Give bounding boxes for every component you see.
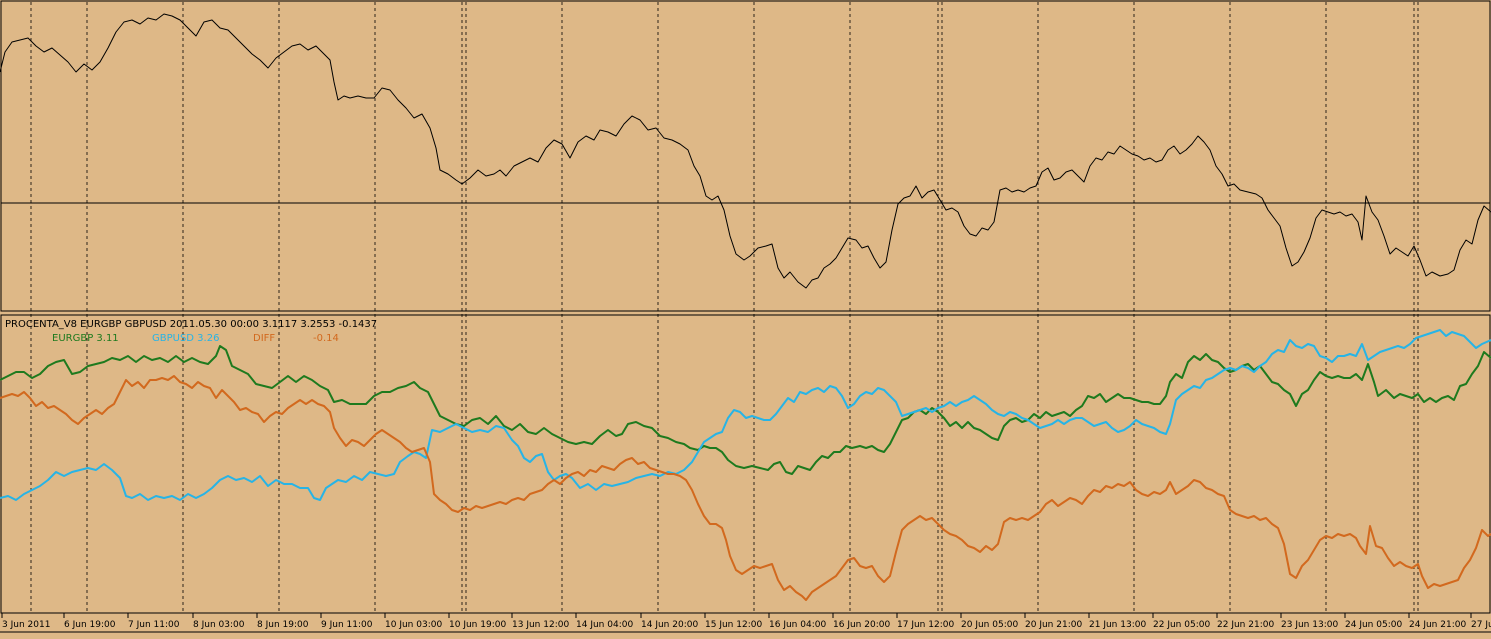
indicator-chart xyxy=(0,329,1491,601)
time-label-7: 10 Jun 19:00 xyxy=(449,620,506,630)
time-label-6: 10 Jun 03:00 xyxy=(385,620,442,630)
time-label-15: 20 Jun 05:00 xyxy=(961,620,1018,630)
time-label-4: 8 Jun 19:00 xyxy=(257,620,309,630)
time-label-2: 7 Jun 11:00 xyxy=(128,620,180,630)
indicator-header: PROCENTA_V8 EURGBP GBPUSD 2011.05.30 00:… xyxy=(5,319,377,330)
time-label-21: 24 Jun 05:00 xyxy=(1345,620,1402,630)
time-label-13: 16 Jun 20:00 xyxy=(833,620,890,630)
top-pane-frame xyxy=(0,0,1491,312)
time-label-16: 20 Jun 21:00 xyxy=(1025,620,1082,630)
time-label-17: 21 Jun 13:00 xyxy=(1089,620,1146,630)
indicator-series-2 xyxy=(0,375,1491,601)
time-label-10: 14 Jun 20:00 xyxy=(641,620,698,630)
legend-diff: DIFF -0.14 xyxy=(253,333,339,344)
time-label-12: 16 Jun 04:00 xyxy=(769,620,826,630)
indicator-legend: EURGBP 3.11 GBPUSD 3.26 DIFF -0.14 xyxy=(52,333,339,344)
time-label-9: 14 Jun 04:00 xyxy=(576,620,633,630)
time-label-20: 23 Jun 13:00 xyxy=(1281,620,1338,630)
indicator-series-1 xyxy=(0,329,1491,501)
bottom-pane-frame xyxy=(0,314,1491,614)
indicator-series-0 xyxy=(0,345,1491,475)
time-label-19: 22 Jun 21:00 xyxy=(1217,620,1274,630)
price-chart xyxy=(0,13,1491,289)
price-line-0 xyxy=(0,13,1491,289)
legend-gbpusd: GBPUSD 3.26 xyxy=(152,333,219,344)
time-label-5: 9 Jun 11:00 xyxy=(321,620,373,630)
time-axis-labels: 3 Jun 2011 6 Jun 19:00 7 Jun 11:00 8 Jun 03… xyxy=(1,613,1491,630)
legend-eurgbp: EURGBP 3.11 xyxy=(52,333,119,344)
time-label-14: 17 Jun 12:00 xyxy=(897,620,954,630)
time-label-18: 22 Jun 05:00 xyxy=(1153,620,1210,630)
time-label-0: 3 Jun 2011 xyxy=(2,620,50,630)
time-label-3: 8 Jun 03:00 xyxy=(193,620,245,630)
time-label-22: 24 Jun 21:00 xyxy=(1409,620,1466,630)
time-label-1: 6 Jun 19:00 xyxy=(64,620,116,630)
time-label-8: 13 Jun 12:00 xyxy=(512,620,569,630)
time-label-11: 15 Jun 12:00 xyxy=(705,620,762,630)
time-label-23: 27 Jun xyxy=(1471,620,1491,630)
